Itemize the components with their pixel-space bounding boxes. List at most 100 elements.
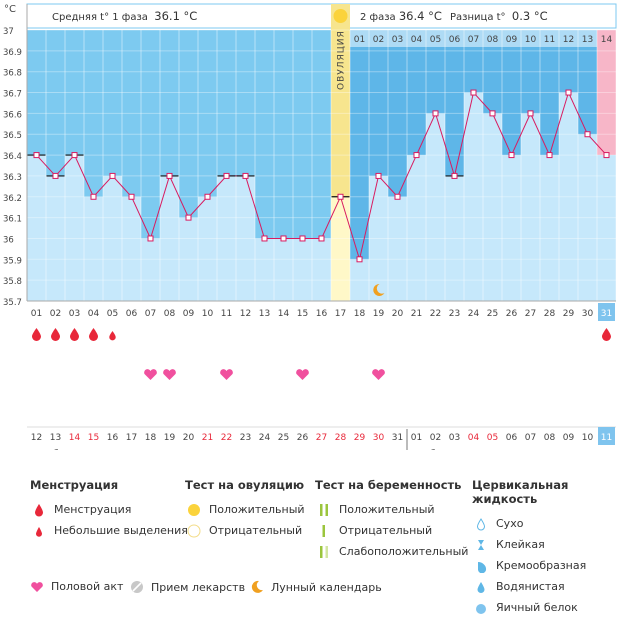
phase2-day-number: 07 xyxy=(468,35,479,45)
area-fill xyxy=(198,196,217,301)
legend-ovulation-positive: Положительный xyxy=(209,503,305,516)
cycle-day-label: 31 xyxy=(601,309,612,319)
intercourse-heart-icon xyxy=(144,369,157,380)
header-strip xyxy=(26,3,617,29)
cycle-day-label: 27 xyxy=(525,309,536,319)
area-fill xyxy=(540,155,559,301)
cycle-day-label: 29 xyxy=(563,309,575,319)
menstruation-drop-icon xyxy=(32,328,41,341)
area-fill xyxy=(236,175,255,301)
intercourse-heart-icon xyxy=(296,369,309,380)
temperature-point xyxy=(375,172,382,179)
temperature-point xyxy=(33,152,40,159)
legend-pregnancy-test: Тест на беременность Положительный Отриц… xyxy=(315,478,468,562)
cycle-day-label: 05 xyxy=(107,309,118,319)
cycle-day-label: 30 xyxy=(582,309,594,319)
legend-spotting-item: Небольшие выделения xyxy=(54,524,188,537)
bbt-chart: °C 37 36.9 36.8 36.7 36.6 36.5 36.4 36.3 36.2 36.1… xyxy=(3,3,617,450)
cycle-day-label: 17 xyxy=(335,309,346,319)
temperature-point xyxy=(242,172,249,179)
temperature-point xyxy=(508,152,515,159)
cycle-day-label: 21 xyxy=(411,309,422,319)
area-fill xyxy=(122,196,141,301)
single-line-icon xyxy=(315,524,333,538)
y-tick-label: 36.7 xyxy=(3,90,22,100)
legend-menstruation: Менструация Менструация Небольшие выделе… xyxy=(30,478,188,541)
calendar-date-label: 08 xyxy=(544,433,556,443)
cycle-day-label: 13 xyxy=(259,309,270,319)
legend-medication: Прием лекарств xyxy=(130,580,245,594)
cycle-day-label: 12 xyxy=(240,309,251,319)
legend-ovulation-negative: Отрицательный xyxy=(209,524,303,537)
area-fill xyxy=(578,134,597,301)
legend-medication-label: Прием лекарств xyxy=(151,580,246,594)
area-fill xyxy=(464,92,483,302)
area-fill xyxy=(65,155,84,301)
legend-lunar-label: Лунный календарь xyxy=(271,580,382,594)
legend-cervical-sticky: Клейкая xyxy=(496,538,545,551)
legend-pregnancy-positive: Положительный xyxy=(339,503,435,516)
y-tick-label: 36 xyxy=(3,235,14,245)
calendar-date-label: 01 xyxy=(411,433,422,443)
y-tick-label: 36.9 xyxy=(3,48,22,58)
calendar-date-label: 30 xyxy=(373,433,385,443)
area-fill xyxy=(483,113,502,301)
legend-cervical-creamy: Кремообразная xyxy=(496,559,587,572)
legend-cervical-title: Цервикальная жидкость xyxy=(472,478,569,506)
calendar-date-label: 14 xyxy=(69,433,81,443)
area-fill xyxy=(426,113,445,301)
calendar-date-label: 25 xyxy=(278,433,289,443)
last-day-strip xyxy=(597,30,616,47)
legend-ovulation-test: Тест на овуляцию Положительный Отрицател… xyxy=(185,478,305,541)
spotting-drop-icon xyxy=(109,330,116,341)
temperature-point xyxy=(223,172,230,179)
sticky-icon xyxy=(472,538,490,552)
menstruation-drop-icon xyxy=(70,328,79,341)
legend-lunar: Лунный календарь xyxy=(250,580,382,594)
temperature-point xyxy=(337,193,344,200)
temperature-point xyxy=(109,172,116,179)
temperature-point xyxy=(90,193,97,200)
cycle-day-label: 08 xyxy=(164,309,176,319)
legend-intercourse: Половой акт xyxy=(30,580,123,593)
phase2-day-number: 12 xyxy=(563,35,574,45)
y-axis-unit: °C xyxy=(4,4,16,15)
phase2-day-number: 03 xyxy=(392,35,403,45)
temperature-point xyxy=(565,89,572,96)
intercourse-heart-icon xyxy=(163,369,176,380)
phase2-day-number: 08 xyxy=(487,35,499,45)
dry-drop-icon xyxy=(472,517,490,531)
ovulation-label: ОВУЛЯЦИЯ xyxy=(337,30,347,90)
current-day-box xyxy=(598,303,615,321)
cycle-day-label: 01 xyxy=(31,309,42,319)
phase2-day-strip xyxy=(350,30,616,47)
calendar-date-label: 07 xyxy=(525,433,536,443)
watery-drop-icon xyxy=(472,580,490,594)
creamy-icon xyxy=(472,559,490,573)
y-tick-label: 35.9 xyxy=(3,256,22,266)
phase2-value: 36.4 °C xyxy=(398,9,442,23)
phase1-label: Средняя t° 1 фаза xyxy=(52,12,148,23)
phase2-label: 2 фаза xyxy=(360,12,396,23)
phase2-day-number: 02 xyxy=(373,35,384,45)
calendar-date-label: 24 xyxy=(259,433,271,443)
calendar-date-label: 27 xyxy=(316,433,327,443)
y-tick-label: 36.3 xyxy=(3,173,22,183)
calendar-date-label: 04 xyxy=(468,433,480,443)
legend-ovulation-title: Тест на овуляцию xyxy=(185,478,305,492)
temperature-point xyxy=(489,110,496,117)
intercourse-heart-icon xyxy=(220,369,233,380)
area-fill xyxy=(255,238,274,301)
area-fill xyxy=(141,238,160,301)
cycle-day-label: 19 xyxy=(373,309,385,319)
y-tick-label: 36.4 xyxy=(3,152,22,162)
month-label-first: Октябрь xyxy=(27,449,71,450)
legend-pregnancy-title: Тест на беременность xyxy=(315,478,462,492)
legend-menstruation-item: Менструация xyxy=(54,503,132,516)
area-fill xyxy=(217,175,236,301)
legend-intercourse-label: Половой акт xyxy=(51,580,124,593)
area-fill xyxy=(84,196,103,301)
y-tick-label: 36.8 xyxy=(3,69,22,79)
area-fill xyxy=(274,238,293,301)
month-label-second: Ноябрь xyxy=(410,449,448,450)
